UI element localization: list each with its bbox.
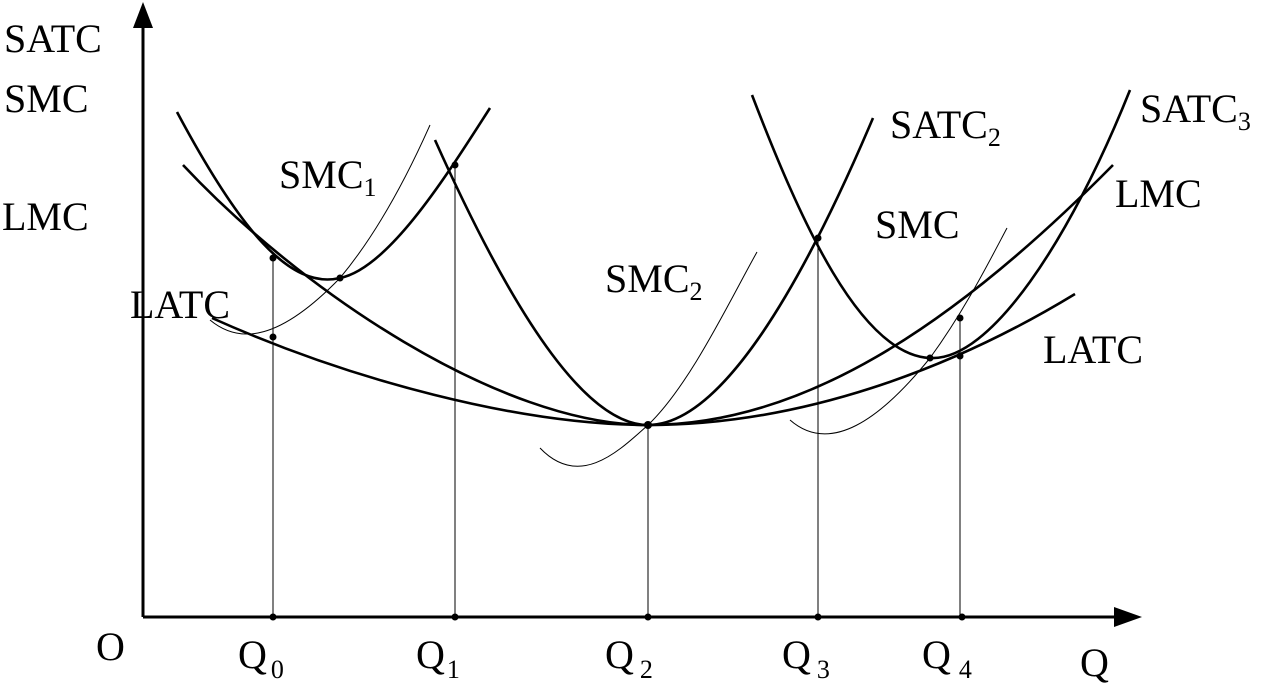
label-main: SMC bbox=[279, 152, 364, 197]
label-sub: 1 bbox=[364, 173, 377, 202]
curve-label: SATC3 bbox=[1140, 86, 1251, 136]
label-main: Q bbox=[782, 632, 811, 677]
label-sub: 2 bbox=[988, 123, 1001, 152]
point bbox=[644, 421, 652, 429]
label-sub: 1 bbox=[447, 655, 460, 684]
latc-curve bbox=[211, 292, 1076, 427]
point bbox=[644, 613, 652, 621]
curve-label: SMC1 bbox=[279, 152, 377, 202]
y-label: LMC bbox=[2, 194, 89, 239]
label-sub: 4 bbox=[959, 655, 972, 684]
point bbox=[269, 254, 277, 262]
label-main: Q bbox=[416, 632, 445, 677]
label-main: SMC bbox=[605, 256, 690, 301]
y-label: SMC bbox=[4, 76, 89, 121]
label-main: SATC bbox=[890, 102, 988, 147]
y-axis-arrow bbox=[133, 2, 153, 28]
x-tick-label: Q1 bbox=[416, 632, 460, 684]
guide-lines bbox=[272, 165, 961, 617]
x-axis-arrow bbox=[1114, 607, 1142, 627]
label-main: SATC bbox=[1140, 86, 1238, 131]
curve-label: SATC2 bbox=[890, 102, 1001, 152]
point bbox=[958, 613, 966, 621]
label-main: Q bbox=[922, 632, 951, 677]
curve-label: SMC2 bbox=[605, 256, 703, 306]
label-sub: 3 bbox=[817, 655, 830, 684]
point bbox=[956, 314, 964, 322]
point bbox=[451, 161, 459, 169]
curve-label: LATC bbox=[1043, 327, 1143, 372]
label-sub: 3 bbox=[1238, 107, 1251, 136]
point bbox=[814, 613, 822, 621]
point bbox=[956, 352, 964, 360]
label-sub: 2 bbox=[640, 655, 653, 684]
label-main: Q bbox=[605, 632, 634, 677]
curve-label: LATC bbox=[130, 282, 230, 327]
points bbox=[269, 161, 966, 621]
label-main: Q bbox=[238, 632, 267, 677]
origin-label: O bbox=[96, 624, 125, 669]
point bbox=[269, 333, 277, 341]
point bbox=[814, 234, 822, 242]
curve-label: LMC bbox=[1115, 171, 1202, 216]
point bbox=[336, 274, 344, 282]
label-sub: 2 bbox=[690, 277, 703, 306]
x-label: Q bbox=[1080, 640, 1109, 685]
point bbox=[269, 613, 277, 621]
point bbox=[451, 613, 459, 621]
y-label: SATC bbox=[4, 16, 102, 61]
point bbox=[926, 354, 934, 362]
label-sub: 0 bbox=[271, 655, 284, 684]
curve-label: SMC bbox=[875, 202, 960, 247]
